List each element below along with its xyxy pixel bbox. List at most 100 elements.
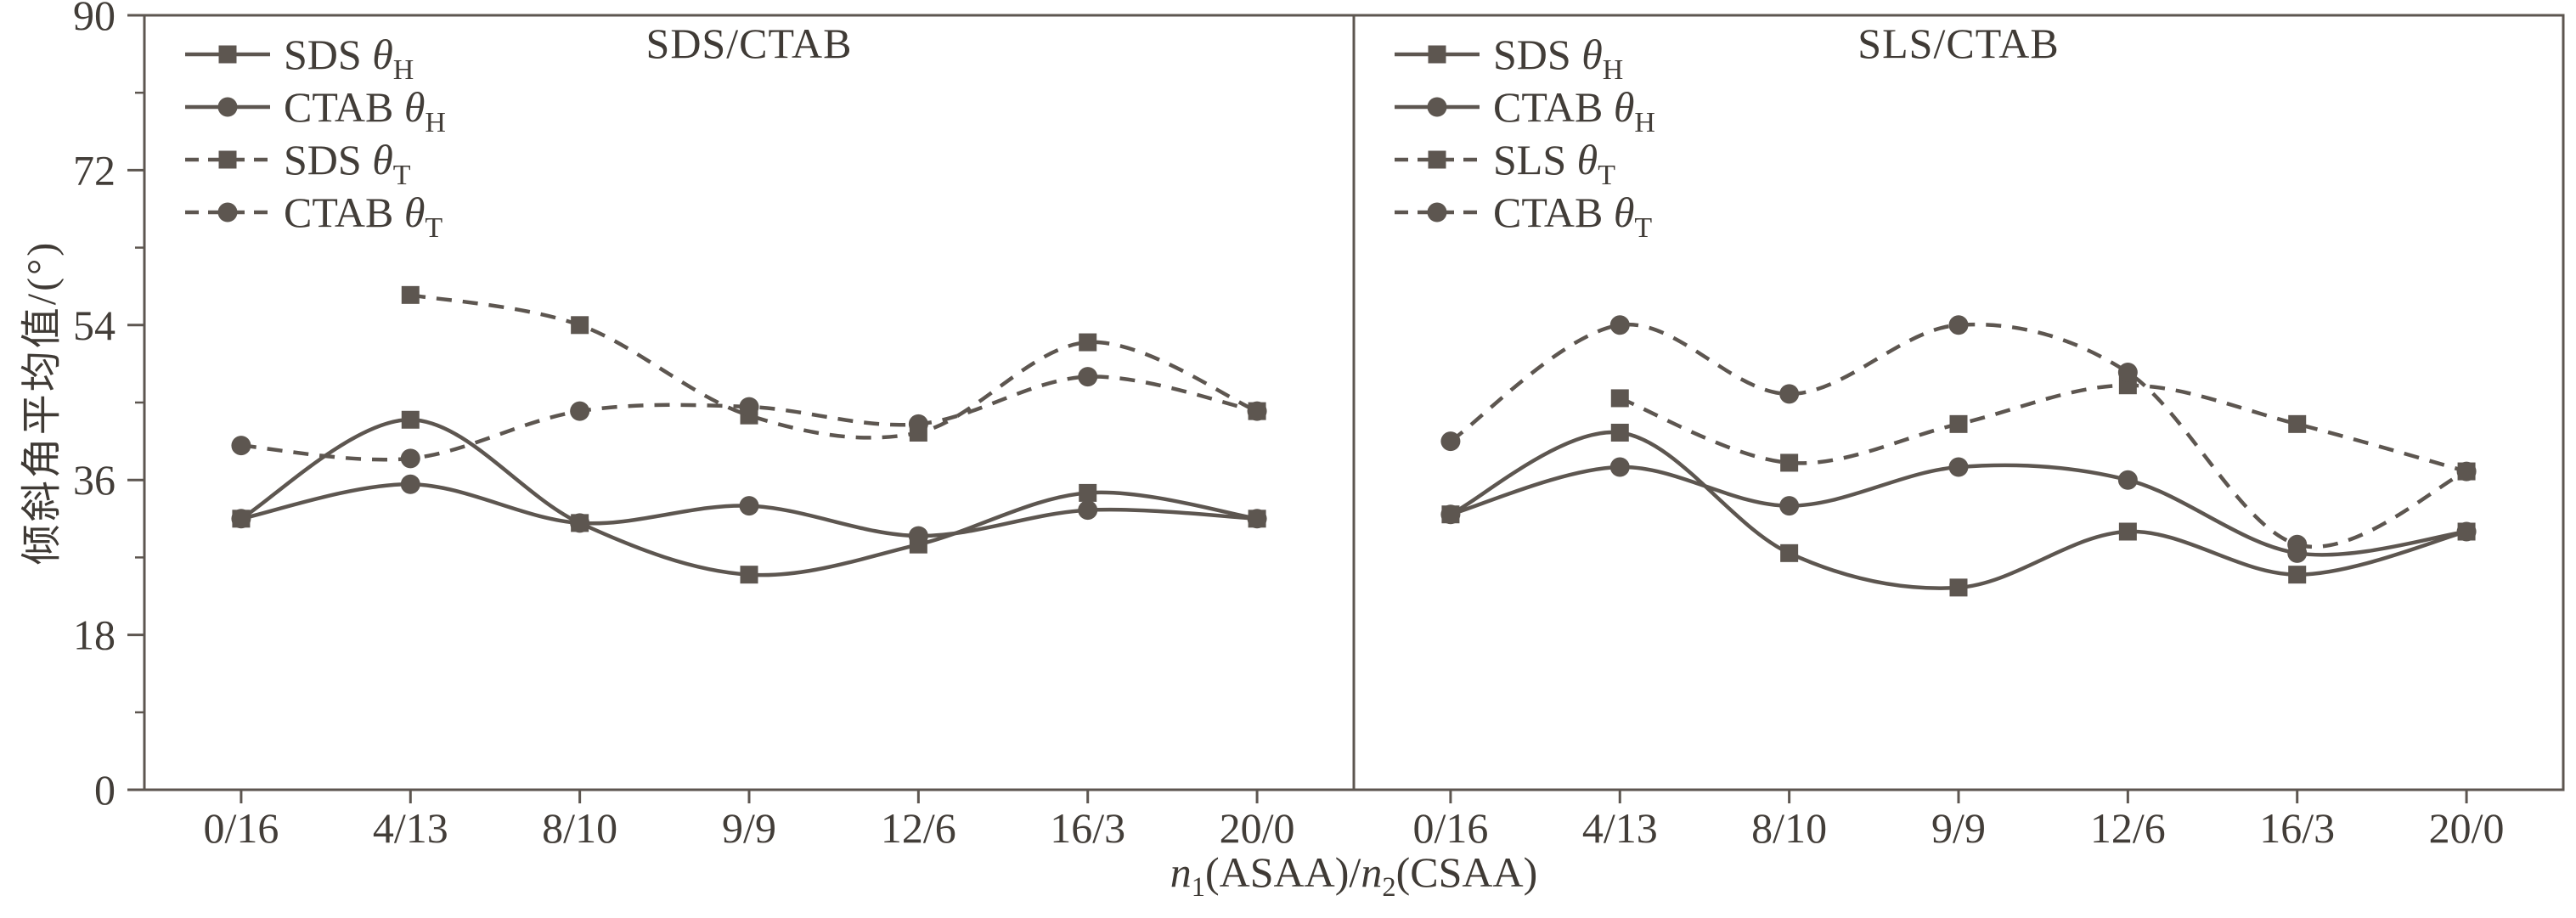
- data-point-marker: [1949, 414, 1968, 433]
- x-tick-label: 12/6: [881, 804, 956, 852]
- legend-item: SDS θT: [185, 136, 411, 191]
- legend-label: CTAB θT: [284, 189, 442, 244]
- data-point-marker: [218, 150, 237, 169]
- series-line: [1449, 430, 2467, 590]
- x-tick-label: 16/3: [1050, 804, 1125, 852]
- data-point-marker: [401, 285, 420, 304]
- series-SDS-CTAB-CTAB-T: [231, 367, 1267, 469]
- data-point-marker: [1948, 457, 1969, 477]
- legend-item: CTAB θT: [185, 189, 442, 244]
- data-point-marker: [2288, 414, 2307, 433]
- y-tick-label: 54: [73, 301, 116, 349]
- series-line: [1450, 463, 2467, 557]
- x-tick-label: 4/13: [1582, 804, 1658, 852]
- data-point-marker: [740, 566, 758, 584]
- x-axis-label-n2: n: [1361, 848, 1383, 896]
- y-tick-label: 36: [73, 456, 116, 504]
- x-axis-label-sub1: 1: [1191, 872, 1205, 903]
- y-tick-label: 90: [73, 0, 116, 39]
- data-point-marker: [570, 401, 590, 421]
- legend-label: SDS θH: [1493, 31, 1623, 86]
- x-axis-label-n1: n: [1170, 848, 1192, 896]
- series-line: [409, 293, 1258, 440]
- series-line: [1449, 322, 2468, 549]
- x-axis-label-text1: (ASAA)/: [1204, 848, 1361, 896]
- data-point-marker: [1247, 401, 1267, 421]
- data-point-marker: [1428, 45, 1446, 64]
- data-point-marker: [231, 509, 251, 529]
- data-point-marker: [231, 436, 251, 456]
- data-point-marker: [2118, 522, 2137, 541]
- data-point-marker: [908, 526, 928, 546]
- data-point-marker: [1948, 315, 1969, 335]
- data-point-marker: [1427, 97, 1447, 117]
- legend-item: SDS θH: [185, 31, 414, 86]
- data-point-marker: [1780, 543, 1799, 562]
- legend-label: SDS θH: [284, 31, 414, 86]
- y-tick-label: 72: [73, 146, 116, 194]
- panel-title-right: SLS/CTAB: [1857, 20, 2060, 67]
- data-point-marker: [2117, 470, 2138, 490]
- x-tick-label: 4/13: [373, 804, 448, 852]
- x-axis-label-sub2: 2: [1382, 872, 1396, 903]
- data-point-marker: [739, 496, 759, 516]
- x-tick-label: 20/0: [1220, 804, 1295, 852]
- data-point-marker: [1609, 315, 1630, 335]
- x-tick-label: 0/16: [1412, 804, 1488, 852]
- data-point-marker: [739, 397, 759, 417]
- data-point-marker: [908, 414, 928, 434]
- x-tick-label: 9/9: [1931, 804, 1986, 852]
- x-tick-label: 8/10: [1751, 804, 1827, 852]
- x-axis-label: n1(ASAA)/n2(CSAA): [1170, 848, 1538, 904]
- data-point-marker: [2456, 521, 2477, 542]
- data-point-marker: [2288, 566, 2307, 584]
- panel-title-left: SDS/CTAB: [645, 20, 853, 67]
- series-SDS-CTAB-SDS-T: [401, 285, 1266, 442]
- legend-item: SDS θH: [1395, 31, 1623, 86]
- data-point-marker: [400, 474, 420, 494]
- series-SLS-CTAB-SDS-H: [1441, 423, 2476, 597]
- x-axis-label-text2: (CSAA): [1395, 848, 1538, 896]
- data-point-marker: [1610, 389, 1629, 408]
- data-point-marker: [1779, 384, 1800, 404]
- legend-label: CTAB θH: [284, 83, 446, 138]
- data-point-marker: [1247, 509, 1267, 529]
- legend-label: CTAB θH: [1493, 83, 1655, 138]
- data-point-marker: [217, 202, 238, 222]
- y-tick-label: 18: [73, 611, 116, 659]
- data-point-marker: [2287, 543, 2308, 563]
- x-tick-label: 20/0: [2429, 804, 2505, 852]
- y-tick-label: 0: [94, 766, 116, 814]
- y-axis-label: 倾斜角平均值/(°): [20, 239, 65, 566]
- data-point-marker: [217, 97, 238, 117]
- data-point-marker: [401, 410, 420, 429]
- legend-label: CTAB θT: [1493, 189, 1652, 244]
- x-tick-label: 16/3: [2259, 804, 2335, 852]
- x-tick-label: 8/10: [542, 804, 617, 852]
- data-point-marker: [1078, 500, 1098, 521]
- legend-item: SLS θT: [1395, 136, 1615, 191]
- data-point-marker: [1427, 202, 1447, 222]
- data-point-marker: [1610, 423, 1629, 442]
- legend-item: CTAB θH: [1395, 83, 1655, 138]
- data-point-marker: [400, 448, 420, 469]
- series-line: [1619, 383, 2467, 474]
- x-tick-label: 12/6: [2090, 804, 2166, 852]
- data-point-marker: [1609, 457, 1630, 477]
- data-point-marker: [1079, 483, 1097, 502]
- data-point-marker: [1079, 333, 1097, 352]
- data-point-marker: [1440, 504, 1461, 525]
- data-point-marker: [2456, 461, 2477, 482]
- series-SLS-CTAB-CTAB-H: [1440, 457, 2477, 563]
- data-point-marker: [570, 513, 590, 533]
- legend-label: SLS θT: [1493, 136, 1615, 191]
- data-point-marker: [1428, 150, 1446, 169]
- series-SDS-CTAB-CTAB-H: [231, 474, 1267, 546]
- data-point-marker: [1780, 453, 1799, 472]
- data-point-marker: [1779, 496, 1800, 516]
- data-point-marker: [1078, 367, 1098, 387]
- legend-item: CTAB θH: [185, 83, 446, 138]
- data-point-marker: [571, 316, 589, 335]
